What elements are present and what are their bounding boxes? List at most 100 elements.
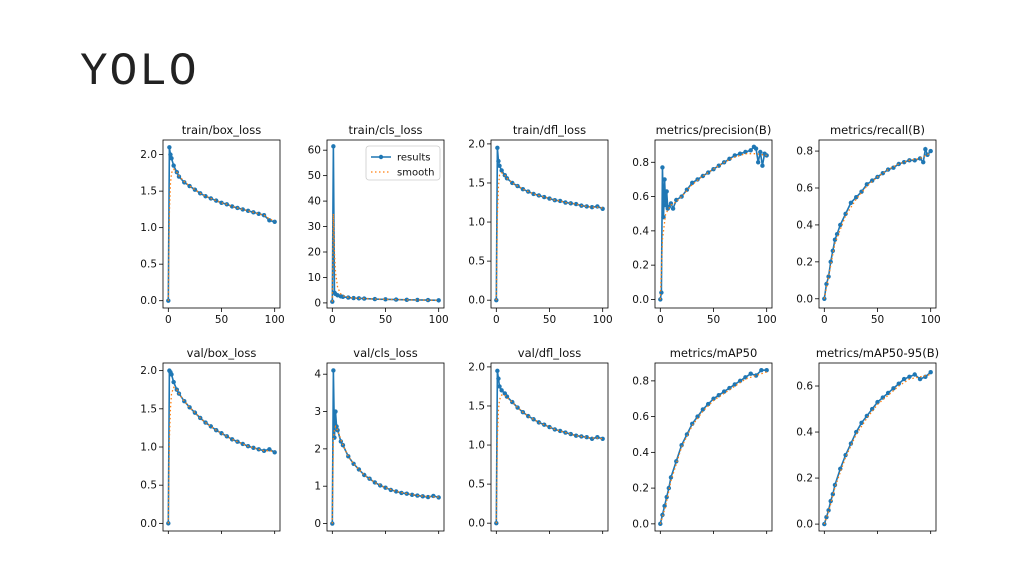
- data-point: [557, 198, 563, 204]
- data-point: [261, 448, 267, 454]
- data-point: [764, 153, 769, 158]
- data-point: [166, 521, 171, 526]
- data-point: [356, 296, 362, 301]
- data-point: [748, 148, 753, 153]
- data-point: [377, 483, 383, 488]
- series-smooth-line: [659, 153, 767, 300]
- series-smooth-line: [331, 213, 439, 302]
- data-point: [901, 376, 907, 382]
- series-smooth-line: [495, 394, 603, 524]
- data-point: [541, 194, 547, 200]
- data-point: [547, 196, 552, 201]
- y-tick-label: 2.0: [140, 149, 157, 161]
- x-tick-label: 100: [757, 314, 777, 326]
- data-point: [732, 153, 737, 158]
- y-tick-label: 20: [308, 247, 321, 259]
- data-point: [229, 204, 235, 209]
- data-point: [267, 447, 272, 452]
- plot-frame: [326, 362, 445, 532]
- data-point: [901, 159, 907, 165]
- data-point: [595, 435, 600, 440]
- data-point: [351, 295, 356, 301]
- data-point: [759, 367, 764, 373]
- data-point: [584, 435, 589, 440]
- data-point: [256, 211, 261, 216]
- data-point: [753, 373, 759, 378]
- data-point: [393, 489, 399, 494]
- data-point: [854, 195, 859, 200]
- data-point: [169, 372, 174, 377]
- data-point: [885, 390, 891, 396]
- series-smooth-line: [167, 386, 275, 524]
- data-point: [495, 368, 500, 374]
- data-point: [690, 421, 695, 426]
- y-tick-label: 0.0: [140, 518, 157, 530]
- plot-frame: [654, 139, 773, 309]
- data-point: [335, 428, 340, 433]
- data-point: [589, 205, 595, 210]
- data-point: [496, 158, 501, 164]
- data-point: [928, 148, 933, 154]
- data-point: [338, 439, 344, 444]
- data-point: [700, 407, 706, 412]
- data-point: [496, 376, 501, 381]
- data-point: [499, 388, 504, 393]
- y-tick-label: 0.0: [796, 293, 813, 305]
- chart-panel-3: metrics/precision(B) 0 50 100 0.0 0.2 0.4 0.6 0.…: [632, 123, 776, 326]
- data-point: [928, 370, 933, 375]
- data-point: [531, 417, 536, 422]
- x-tick-label: 100: [429, 314, 449, 326]
- data-point: [573, 433, 579, 438]
- data-point: [664, 189, 669, 194]
- data-point: [495, 145, 500, 151]
- y-tick-label: 0.4: [796, 219, 813, 231]
- data-point: [168, 152, 173, 157]
- data-point: [832, 482, 838, 488]
- data-point: [907, 374, 912, 380]
- x-tick-label: 100: [593, 314, 613, 326]
- data-point: [502, 391, 508, 396]
- data-point: [732, 382, 737, 387]
- y-tick-label: 1.0: [140, 442, 157, 454]
- data-point: [167, 145, 172, 150]
- chart-title: metrics/mAP50-95(B): [816, 346, 939, 360]
- data-point: [875, 399, 880, 405]
- data-point: [425, 494, 431, 500]
- data-point: [436, 298, 441, 303]
- series-smooth-line: [659, 371, 767, 525]
- legend-label: results: [397, 153, 431, 164]
- x-tick-label: 0: [821, 314, 828, 326]
- plot-frame: [162, 139, 281, 309]
- data-point: [923, 147, 928, 152]
- y-tick-label: 0.0: [140, 295, 157, 307]
- data-point: [695, 177, 700, 182]
- data-point: [346, 454, 351, 459]
- chart-title: val/cls_loss: [353, 346, 417, 360]
- data-point: [679, 194, 684, 199]
- y-tick-label: 1.0: [468, 440, 485, 452]
- data-point: [737, 151, 743, 156]
- data-point: [896, 381, 901, 386]
- data-point: [859, 420, 864, 426]
- data-point: [864, 413, 870, 419]
- data-point: [404, 297, 409, 303]
- y-tick-label: 0.8: [796, 146, 813, 158]
- data-point: [679, 443, 684, 448]
- data-point: [658, 521, 663, 527]
- y-tick-label: 1.5: [468, 177, 485, 189]
- data-point: [832, 237, 838, 242]
- data-point: [891, 386, 896, 391]
- data-point: [515, 405, 520, 410]
- data-point: [896, 161, 901, 167]
- y-tick-label: 40: [308, 196, 321, 208]
- data-point: [600, 436, 605, 441]
- data-point: [584, 204, 589, 209]
- data-point: [684, 432, 690, 437]
- y-tick-label: 0.0: [796, 519, 813, 531]
- chart-legend: results smooth: [365, 145, 441, 181]
- data-point: [925, 152, 930, 157]
- data-point: [848, 441, 854, 446]
- plot-frame: [818, 139, 937, 309]
